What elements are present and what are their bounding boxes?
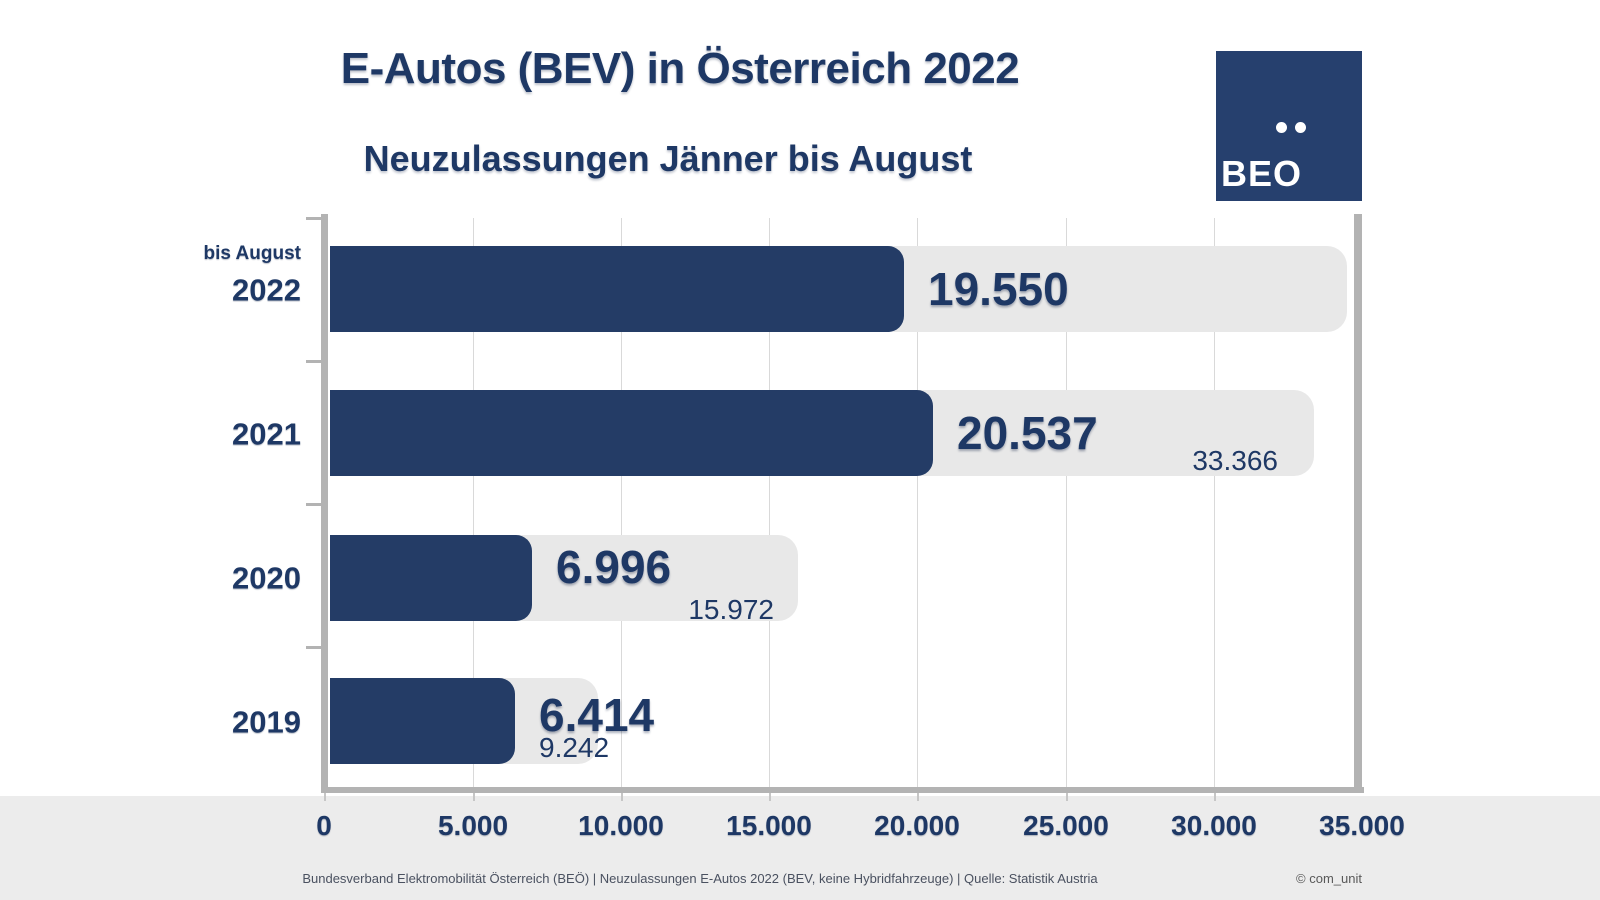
gridline [769, 218, 770, 787]
y-axis-line [321, 214, 328, 793]
total-value-label: 15.972 [688, 594, 774, 625]
bar-fill-period [330, 535, 532, 621]
x-axis-tick [917, 793, 919, 801]
gridline [473, 218, 474, 787]
bar-fill-period [330, 390, 933, 476]
period-value-label: 6.996 [556, 541, 672, 593]
category-note-bis-august: bis August [203, 243, 301, 264]
x-tick-label: 10.000 [578, 810, 664, 841]
bar-fill-period [330, 678, 515, 764]
gridline [1066, 218, 1067, 787]
x-axis-tick [769, 793, 771, 801]
gridline [1214, 218, 1215, 787]
bar-row-2020: 6.996 15.972 [330, 535, 1364, 625]
x-tick-label: 35.000 [1319, 810, 1405, 841]
period-value-label: 20.537 [957, 407, 1098, 459]
period-value-label: 19.550 [928, 263, 1069, 315]
gridline [621, 218, 622, 787]
x-tick-label: 25.000 [1023, 810, 1109, 841]
footer-credit: © com_unit [1296, 871, 1362, 886]
x-axis-tick [621, 793, 623, 801]
footer-source: Bundesverband Elektromobilität Österreic… [302, 871, 1098, 886]
x-tick-label: 30.000 [1171, 810, 1257, 841]
x-axis-tick [1214, 793, 1216, 801]
category-label-2022: 2022 [232, 272, 301, 308]
bar-row-2022: 19.550 [330, 246, 1364, 332]
bar-row-2021: 20.537 33.366 [330, 390, 1364, 476]
x-tick-label: 20.000 [874, 810, 960, 841]
logo-umlaut-dot-icon [1276, 122, 1287, 133]
category-label-2019: 2019 [232, 704, 301, 740]
y-axis-tick [306, 360, 321, 363]
gridline [917, 218, 918, 787]
total-value-label: 33.366 [1192, 445, 1278, 476]
total-value-label: 9.242 [539, 732, 610, 763]
beo-logo: BEO [1216, 51, 1362, 201]
y-axis-tick [306, 503, 321, 506]
logo-text: BEO [1221, 153, 1303, 194]
y-axis-tick [306, 217, 321, 220]
category-label-2020: 2020 [232, 560, 301, 596]
x-tick-label: 0 [316, 810, 332, 841]
plot-right-border [1354, 214, 1362, 793]
chart-title: E-Autos (BEV) in Österreich 2022 [340, 44, 1020, 93]
x-axis-tick [473, 793, 475, 801]
x-axis-tick [324, 793, 326, 801]
category-label-2021: 2021 [232, 416, 301, 452]
x-axis-line [321, 787, 1364, 793]
axis-footer-band [0, 796, 1600, 900]
y-axis-tick [306, 646, 321, 649]
x-axis-tick [1066, 793, 1068, 801]
chart-subtitle: Neuzulassungen Jänner bis August [363, 138, 973, 179]
period-value-label: 6.414 [539, 689, 655, 741]
logo-umlaut-dot-icon [1295, 122, 1306, 133]
x-tick-label: 15.000 [726, 810, 812, 841]
bar-fill-period [330, 246, 904, 332]
x-tick-label: 5.000 [437, 810, 509, 841]
bar-row-2019: 6.414 9.242 [330, 678, 1364, 764]
